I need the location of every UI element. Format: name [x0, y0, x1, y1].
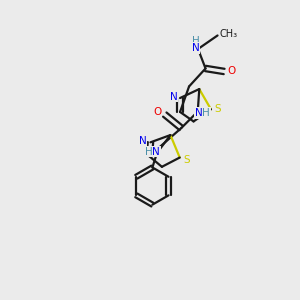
Text: S: S: [183, 155, 190, 165]
Text: N: N: [169, 92, 177, 101]
Text: N: N: [192, 43, 200, 53]
Text: N: N: [195, 108, 203, 118]
Text: N: N: [152, 147, 160, 157]
Text: H: H: [202, 108, 210, 118]
Text: O: O: [153, 106, 161, 117]
Text: N: N: [139, 136, 147, 146]
Text: H: H: [192, 36, 200, 46]
Text: S: S: [214, 104, 221, 114]
Text: O: O: [227, 67, 236, 76]
Text: CH₃: CH₃: [220, 29, 238, 39]
Text: H: H: [145, 147, 152, 157]
